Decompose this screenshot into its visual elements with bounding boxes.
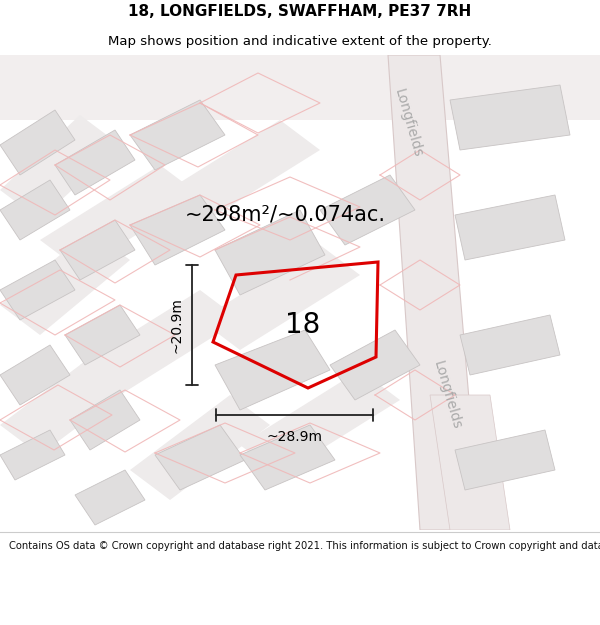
Polygon shape <box>40 165 200 270</box>
Polygon shape <box>0 180 70 240</box>
Polygon shape <box>80 290 240 395</box>
Polygon shape <box>130 100 225 170</box>
Text: ~298m²/~0.074ac.: ~298m²/~0.074ac. <box>185 205 386 225</box>
Polygon shape <box>215 210 325 295</box>
Text: Contains OS data © Crown copyright and database right 2021. This information is : Contains OS data © Crown copyright and d… <box>9 541 600 551</box>
Polygon shape <box>70 390 140 450</box>
Polygon shape <box>75 470 145 525</box>
Polygon shape <box>460 315 560 375</box>
Text: Map shows position and indicative extent of the property.: Map shows position and indicative extent… <box>108 35 492 48</box>
Polygon shape <box>0 110 75 175</box>
Polygon shape <box>0 55 600 120</box>
Polygon shape <box>430 395 510 530</box>
Polygon shape <box>215 330 330 410</box>
Text: ~20.9m: ~20.9m <box>169 297 183 353</box>
Polygon shape <box>320 175 415 245</box>
Polygon shape <box>450 85 570 150</box>
Polygon shape <box>455 430 555 490</box>
Polygon shape <box>0 260 75 320</box>
Text: ~28.9m: ~28.9m <box>266 430 323 444</box>
Polygon shape <box>0 345 70 405</box>
Polygon shape <box>55 130 135 195</box>
Polygon shape <box>0 115 120 220</box>
Polygon shape <box>60 220 135 280</box>
Polygon shape <box>240 370 400 475</box>
Polygon shape <box>0 230 130 335</box>
Polygon shape <box>0 430 65 480</box>
Polygon shape <box>155 425 245 490</box>
Polygon shape <box>130 395 270 500</box>
Text: Longfields: Longfields <box>431 359 463 431</box>
Polygon shape <box>130 195 225 265</box>
Polygon shape <box>65 305 140 365</box>
Polygon shape <box>200 245 360 350</box>
Text: Longfields: Longfields <box>392 87 424 159</box>
Polygon shape <box>160 120 320 225</box>
Polygon shape <box>330 330 420 400</box>
Text: 18, LONGFIELDS, SWAFFHAM, PE37 7RH: 18, LONGFIELDS, SWAFFHAM, PE37 7RH <box>128 4 472 19</box>
Text: 18: 18 <box>284 311 320 339</box>
Polygon shape <box>0 350 140 455</box>
Polygon shape <box>388 55 480 530</box>
Polygon shape <box>455 195 565 260</box>
Polygon shape <box>240 425 335 490</box>
